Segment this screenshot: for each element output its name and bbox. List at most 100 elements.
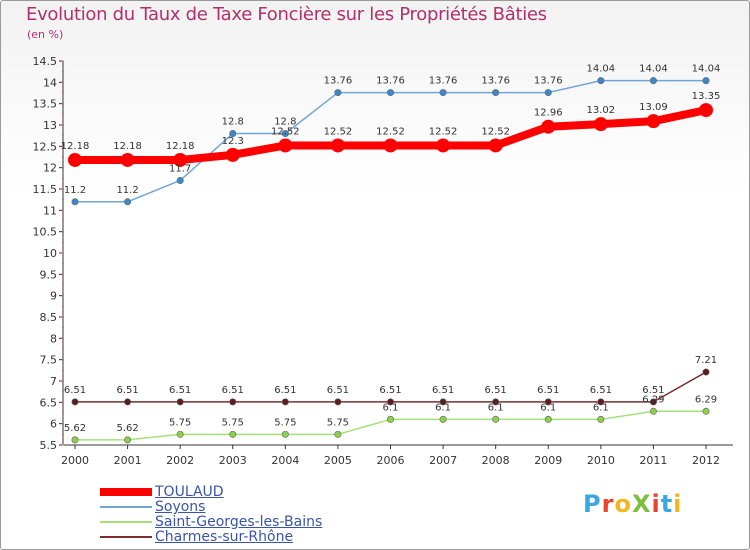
data-point bbox=[334, 398, 342, 406]
y-tick-label: 9 bbox=[50, 290, 57, 303]
x-tick-label: 2001 bbox=[114, 454, 142, 467]
data-label: 12.18 bbox=[166, 141, 195, 152]
y-tick-label: 11 bbox=[43, 204, 57, 217]
y-tick-label: 9.5 bbox=[40, 268, 58, 281]
data-point bbox=[281, 398, 289, 406]
data-label: 6.51 bbox=[537, 385, 559, 396]
data-point bbox=[176, 176, 184, 184]
data-point bbox=[281, 130, 289, 138]
data-label: 5.62 bbox=[116, 423, 138, 434]
x-tick-label: 2006 bbox=[377, 454, 405, 467]
y-tick-label: 7 bbox=[50, 375, 57, 388]
y-tick-label: 12 bbox=[43, 162, 57, 175]
data-label: 6.29 bbox=[642, 394, 664, 405]
data-point bbox=[646, 114, 661, 129]
data-point bbox=[281, 430, 289, 438]
y-tick-label: 8.5 bbox=[40, 311, 58, 324]
data-point bbox=[439, 398, 447, 406]
data-label: 12.52 bbox=[376, 126, 405, 137]
data-label: 13.35 bbox=[692, 91, 721, 102]
data-point bbox=[699, 103, 713, 118]
data-label: 5.75 bbox=[169, 417, 191, 428]
y-tick-label: 8 bbox=[50, 332, 57, 345]
data-label: 12.18 bbox=[61, 141, 90, 152]
data-point bbox=[439, 89, 447, 97]
data-point bbox=[120, 152, 135, 167]
legend-label: Charmes-sur-Rhône bbox=[155, 529, 294, 545]
legend-label: Soyons bbox=[155, 499, 206, 515]
data-label: 12.52 bbox=[481, 126, 510, 137]
y-tick-label: 10 bbox=[43, 247, 57, 260]
data-label: 6.1 bbox=[593, 402, 609, 413]
y-tick-label: 14.5 bbox=[33, 55, 58, 68]
data-label: 12.18 bbox=[113, 141, 142, 152]
data-point bbox=[386, 415, 394, 423]
logo-letter: X bbox=[631, 490, 652, 518]
data-point bbox=[386, 89, 394, 97]
logo-letter: t bbox=[660, 490, 674, 518]
data-label: 13.76 bbox=[324, 76, 353, 87]
y-tick-label: 6 bbox=[50, 418, 57, 431]
data-label: 6.1 bbox=[435, 402, 451, 413]
data-label: 14.04 bbox=[639, 64, 668, 75]
legend-label: TOULAUD bbox=[155, 484, 224, 500]
x-tick-label: 2012 bbox=[692, 454, 720, 467]
data-label: 12.8 bbox=[222, 117, 244, 128]
data-label: 13.76 bbox=[376, 76, 405, 87]
data-point bbox=[383, 138, 398, 153]
data-point bbox=[702, 368, 710, 376]
y-tick-label: 13.5 bbox=[33, 98, 58, 111]
data-label: 6.51 bbox=[590, 385, 612, 396]
data-label: 6.51 bbox=[485, 385, 507, 396]
x-tick-label: 2000 bbox=[61, 454, 89, 467]
data-label: 14.04 bbox=[692, 64, 721, 75]
data-point bbox=[176, 398, 184, 406]
logo-letter: o bbox=[614, 490, 632, 518]
data-point bbox=[71, 198, 79, 206]
y-tick-label: 7.5 bbox=[40, 354, 58, 367]
logo-letter: i bbox=[651, 490, 661, 518]
data-point bbox=[334, 430, 342, 438]
x-tick-label: 2010 bbox=[587, 454, 615, 467]
data-label: 6.1 bbox=[383, 402, 399, 413]
logo-letter: i bbox=[673, 490, 683, 518]
chart-title: Evolution du Taux de Taxe Foncière sur l… bbox=[26, 4, 547, 25]
data-point bbox=[278, 138, 293, 153]
data-point bbox=[225, 147, 240, 162]
data-point bbox=[544, 398, 552, 406]
y-tick-label: 6.5 bbox=[40, 396, 58, 409]
data-label: 6.51 bbox=[274, 385, 296, 396]
data-point bbox=[124, 398, 132, 406]
y-tick-label: 14 bbox=[43, 76, 57, 89]
data-label: 5.75 bbox=[327, 417, 349, 428]
data-label: 6.51 bbox=[642, 385, 664, 396]
data-label: 13.76 bbox=[481, 76, 510, 87]
x-tick-label: 2005 bbox=[324, 454, 352, 467]
data-label: 6.51 bbox=[379, 385, 401, 396]
data-label: 6.51 bbox=[327, 385, 349, 396]
data-label: 14.04 bbox=[587, 64, 616, 75]
data-point bbox=[334, 89, 342, 97]
data-point bbox=[593, 117, 608, 132]
data-label: 11.7 bbox=[169, 163, 191, 174]
data-label: 12.52 bbox=[271, 126, 300, 137]
data-label: 13.76 bbox=[534, 76, 563, 87]
data-point bbox=[386, 398, 394, 406]
data-point bbox=[492, 89, 500, 97]
data-label: 5.75 bbox=[222, 417, 244, 428]
data-label: 6.51 bbox=[64, 385, 86, 396]
data-label: 12.96 bbox=[534, 108, 563, 119]
x-tick-label: 2008 bbox=[482, 454, 510, 467]
logo-letter: P bbox=[583, 490, 602, 518]
data-label: 7.21 bbox=[695, 355, 717, 366]
data-point bbox=[702, 77, 710, 85]
data-point bbox=[488, 138, 503, 153]
data-label: 6.1 bbox=[540, 402, 556, 413]
data-label: 12.52 bbox=[429, 126, 458, 137]
data-label: 12.3 bbox=[222, 136, 244, 147]
x-tick-label: 2009 bbox=[534, 454, 562, 467]
data-point bbox=[71, 436, 79, 444]
x-tick-label: 2002 bbox=[166, 454, 194, 467]
data-point bbox=[439, 415, 447, 423]
